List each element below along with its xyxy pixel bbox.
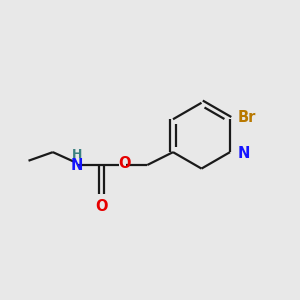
Text: O: O [118,156,130,171]
Text: O: O [95,199,108,214]
Text: Br: Br [238,110,256,125]
Text: N: N [238,146,250,161]
Text: N: N [70,158,83,173]
Text: H: H [71,148,82,160]
